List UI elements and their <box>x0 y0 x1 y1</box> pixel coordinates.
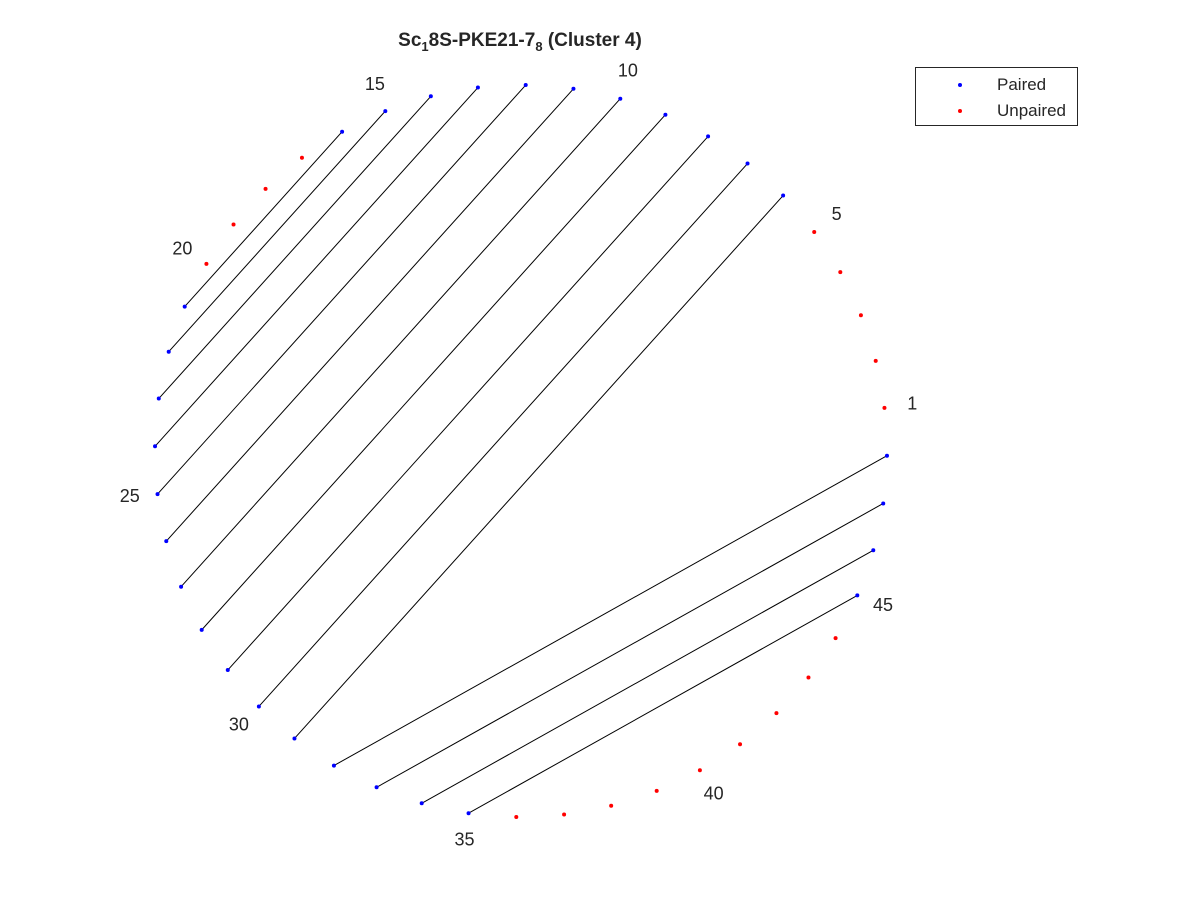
paired-point <box>292 736 297 741</box>
paired-point <box>618 96 623 101</box>
unpaired-point <box>738 742 743 747</box>
paired-point <box>745 161 750 166</box>
position-label: 10 <box>618 61 638 81</box>
pair-link <box>157 84 527 495</box>
paired-point <box>225 668 230 673</box>
position-label: 5 <box>832 204 842 224</box>
unpaired-marker <box>958 109 962 113</box>
unpaired-point <box>263 186 268 191</box>
unpaired-point <box>806 675 811 680</box>
paired-point <box>182 304 187 309</box>
paired-point <box>475 85 480 90</box>
position-label: 15 <box>365 74 385 94</box>
pair-links <box>154 84 888 814</box>
paired-point <box>374 785 379 790</box>
unpaired-point <box>774 711 779 716</box>
legend-entry-paired: Paired <box>916 75 1077 97</box>
paired-point <box>781 193 786 198</box>
paired-point <box>428 94 433 99</box>
pair-link <box>468 594 858 814</box>
unpaired-point <box>858 313 863 318</box>
paired-point <box>466 811 471 816</box>
unpaired-point <box>562 812 567 817</box>
unpaired-point <box>833 636 838 641</box>
position-label: 25 <box>120 486 140 506</box>
pair-link <box>294 195 784 739</box>
pair-link <box>421 549 874 804</box>
paired-point <box>340 129 345 134</box>
pair-link <box>201 114 666 631</box>
pair-link <box>154 87 479 447</box>
paired-point <box>179 584 184 589</box>
paired-point <box>331 763 336 768</box>
position-label: 1 <box>907 393 917 413</box>
unpaired-point <box>873 358 878 363</box>
nucleotide-points <box>153 83 889 819</box>
chart-title: Sc18S-PKE21-78 (Cluster 4) <box>398 30 642 54</box>
legend-label-unpaired: Unpaired <box>997 101 1066 120</box>
paired-point <box>881 501 886 506</box>
unpaired-point <box>882 405 887 410</box>
paired-point <box>871 548 876 553</box>
paired-point <box>419 801 424 806</box>
pair-link <box>227 136 709 671</box>
pair-link <box>184 131 343 307</box>
pair-link <box>180 98 621 588</box>
unpaired-point <box>812 229 817 234</box>
pair-link <box>165 88 574 542</box>
paired-point <box>155 492 160 497</box>
pair-link <box>168 110 386 353</box>
unpaired-point <box>609 803 614 808</box>
position-label: 30 <box>229 715 249 735</box>
paired-point <box>571 86 576 91</box>
paired-point <box>166 349 171 354</box>
position-label: 40 <box>704 783 724 803</box>
position-label: 20 <box>172 238 192 258</box>
unpaired-point <box>204 261 209 266</box>
unpaired-point <box>299 155 304 160</box>
paired-point <box>884 453 889 458</box>
paired-point <box>153 444 158 449</box>
paired-point <box>706 134 711 139</box>
legend: Paired Unpaired <box>915 67 1078 126</box>
paired-point <box>523 83 528 88</box>
pair-link <box>158 95 432 399</box>
paired-marker <box>958 83 962 87</box>
position-label: 45 <box>873 595 893 615</box>
pair-link <box>333 455 888 767</box>
unpaired-point <box>838 270 843 275</box>
paired-point <box>855 593 860 598</box>
legend-label-paired: Paired <box>997 75 1047 94</box>
pair-link <box>258 163 748 707</box>
paired-point <box>383 109 388 114</box>
pair-link <box>376 503 884 788</box>
unpaired-point <box>654 788 659 793</box>
unpaired-point <box>231 222 236 227</box>
paired-point <box>256 704 261 709</box>
unpaired-point <box>697 768 702 773</box>
paired-point <box>156 396 161 401</box>
legend-entry-unpaired: Unpaired <box>916 101 1077 123</box>
paired-point <box>164 539 169 544</box>
unpaired-point <box>514 814 519 819</box>
position-label: 35 <box>455 830 475 850</box>
paired-point <box>663 112 668 117</box>
paired-point <box>199 627 204 632</box>
